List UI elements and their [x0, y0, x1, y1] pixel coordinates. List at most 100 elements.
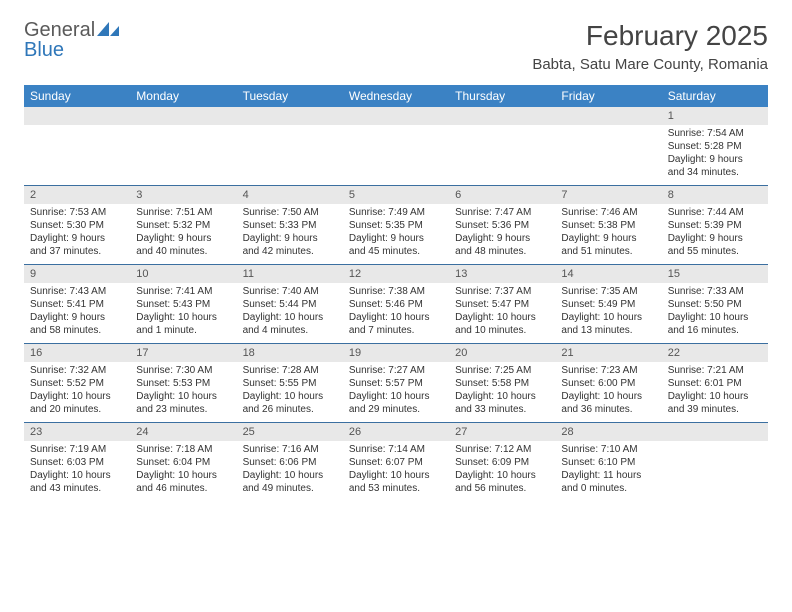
daylight-line: Daylight: 10 hours and 4 minutes. [243, 311, 337, 337]
sunset-line: Sunset: 5:38 PM [561, 219, 655, 232]
day-number-bar: 10 [130, 265, 236, 283]
sunrise-line: Sunrise: 7:44 AM [668, 206, 762, 219]
page-title: February 2025 [532, 20, 768, 52]
sunrise-line: Sunrise: 7:40 AM [243, 285, 337, 298]
daylight-line: Daylight: 9 hours and 40 minutes. [136, 232, 230, 258]
day-number-bar: 2 [24, 186, 130, 204]
sunrise-line: Sunrise: 7:50 AM [243, 206, 337, 219]
daylight-line: Daylight: 9 hours and 51 minutes. [561, 232, 655, 258]
day-cell: 11 Sunrise: 7:40 AMSunset: 5:44 PMDayligh… [237, 265, 343, 343]
day-number-bar: 13 [449, 265, 555, 283]
day-cell: 17Sunrise: 7:30 AMSunset: 5:53 PMDayligh… [130, 344, 236, 422]
daylight-line: Daylight: 9 hours and 37 minutes. [30, 232, 124, 258]
day-cell: 25Sunrise: 7:16 AMSunset: 6:06 PMDayligh… [237, 423, 343, 501]
daylight-line: Daylight: 10 hours and 53 minutes. [349, 469, 443, 495]
day-number-bar: 27 [449, 423, 555, 441]
day-number-bar: 18 [237, 344, 343, 362]
sunset-line: Sunset: 5:28 PM [668, 140, 762, 153]
week-row: 1Sunrise: 7:54 AMSunset: 5:28 PMDaylight… [24, 107, 768, 185]
sunrise-line: Sunrise: 7:51 AM [136, 206, 230, 219]
day-number-bar: 25 [237, 423, 343, 441]
day-body: Sunrise: 7:44 AMSunset: 5:39 PMDaylight:… [662, 204, 768, 262]
daylight-line: Daylight: 10 hours and 10 minutes. [455, 311, 549, 337]
day-body: Sunrise: 7:46 AMSunset: 5:38 PMDaylight:… [555, 204, 661, 262]
day-number-bar: 15 [662, 265, 768, 283]
day-body: Sunrise: 7:27 AMSunset: 5:57 PMDaylight:… [343, 362, 449, 420]
day-number-bar: 6 [449, 186, 555, 204]
day-number-bar [130, 107, 236, 125]
day-body: Sunrise: 7:49 AMSunset: 5:35 PMDaylight:… [343, 204, 449, 262]
week-row: 23Sunrise: 7:19 AMSunset: 6:03 PMDayligh… [24, 422, 768, 501]
sunset-line: Sunset: 5:52 PM [30, 377, 124, 390]
day-number-bar: 26 [343, 423, 449, 441]
day-number-bar: 16 [24, 344, 130, 362]
day-body: Sunrise: 7:10 AMSunset: 6:10 PMDaylight:… [555, 441, 661, 499]
day-body: Sunrise: 7:32 AMSunset: 5:52 PMDaylight:… [24, 362, 130, 420]
day-cell: 12Sunrise: 7:38 AMSunset: 5:46 PMDayligh… [343, 265, 449, 343]
sunset-line: Sunset: 5:47 PM [455, 298, 549, 311]
day-cell: 8Sunrise: 7:44 AMSunset: 5:39 PMDaylight… [662, 186, 768, 264]
sunset-line: Sunset: 6:06 PM [243, 456, 337, 469]
sunrise-line: Sunrise: 7:23 AM [561, 364, 655, 377]
daylight-line: Daylight: 9 hours and 34 minutes. [668, 153, 762, 179]
day-cell: 21 Sunrise: 7:23 AMSunset: 6:00 PMDayligh… [555, 344, 661, 422]
day-cell-empty [343, 107, 449, 185]
day-cell: 26Sunrise: 7:14 AMSunset: 6:07 PMDayligh… [343, 423, 449, 501]
day-cell: 19Sunrise: 7:27 AMSunset: 5:57 PMDayligh… [343, 344, 449, 422]
sunrise-line: Sunrise: 7:10 AM [561, 443, 655, 456]
sunrise-line: Sunrise: 7:37 AM [455, 285, 549, 298]
day-body: Sunrise: 7:14 AMSunset: 6:07 PMDaylight:… [343, 441, 449, 499]
dow-cell: Thursday [449, 85, 555, 107]
sunrise-line: Sunrise: 7:46 AM [561, 206, 655, 219]
sunset-line: Sunset: 6:00 PM [561, 377, 655, 390]
sunrise-line: Sunrise: 7:21 AM [668, 364, 762, 377]
day-number-bar [237, 107, 343, 125]
sunrise-line: Sunrise: 7:38 AM [349, 285, 443, 298]
day-number-bar: 19 [343, 344, 449, 362]
day-cell-empty [449, 107, 555, 185]
sunset-line: Sunset: 5:57 PM [349, 377, 443, 390]
day-cell-empty [662, 423, 768, 501]
day-body: Sunrise: 7:18 AMSunset: 6:04 PMDaylight:… [130, 441, 236, 499]
day-cell: 18Sunrise: 7:28 AMSunset: 5:55 PMDayligh… [237, 344, 343, 422]
daylight-line: Daylight: 10 hours and 23 minutes. [136, 390, 230, 416]
dow-cell: Sunday [24, 85, 130, 107]
day-cell: 1Sunrise: 7:54 AMSunset: 5:28 PMDaylight… [662, 107, 768, 185]
daylight-line: Daylight: 10 hours and 39 minutes. [668, 390, 762, 416]
daylight-line: Daylight: 10 hours and 43 minutes. [30, 469, 124, 495]
sunset-line: Sunset: 6:01 PM [668, 377, 762, 390]
day-number-bar: 21 [555, 344, 661, 362]
daylight-line: Daylight: 10 hours and 46 minutes. [136, 469, 230, 495]
day-cell: 27Sunrise: 7:12 AMSunset: 6:09 PMDayligh… [449, 423, 555, 501]
week-row: 16Sunrise: 7:32 AMSunset: 5:52 PMDayligh… [24, 343, 768, 422]
daylight-line: Daylight: 10 hours and 1 minute. [136, 311, 230, 337]
day-cell: 6Sunrise: 7:47 AMSunset: 5:36 PMDaylight… [449, 186, 555, 264]
day-number-bar: 22 [662, 344, 768, 362]
daylight-line: Daylight: 10 hours and 49 minutes. [243, 469, 337, 495]
daylight-line: Daylight: 9 hours and 58 minutes. [30, 311, 124, 337]
sunset-line: Sunset: 6:04 PM [136, 456, 230, 469]
daylight-line: Daylight: 11 hours and 0 minutes. [561, 469, 655, 495]
day-body: Sunrise: 7:43 AMSunset: 5:41 PMDaylight:… [24, 283, 130, 341]
day-body: Sunrise: 7:28 AMSunset: 5:55 PMDaylight:… [237, 362, 343, 420]
sunset-line: Sunset: 5:44 PM [243, 298, 337, 311]
daylight-line: Daylight: 10 hours and 26 minutes. [243, 390, 337, 416]
day-number-bar: 20 [449, 344, 555, 362]
day-number-bar: 11 [237, 265, 343, 283]
day-number-bar: 23 [24, 423, 130, 441]
sunset-line: Sunset: 5:41 PM [30, 298, 124, 311]
day-body: Sunrise: 7:16 AMSunset: 6:06 PMDaylight:… [237, 441, 343, 499]
daylight-line: Daylight: 9 hours and 45 minutes. [349, 232, 443, 258]
day-number-bar: 1 [662, 107, 768, 125]
daylight-line: Daylight: 10 hours and 36 minutes. [561, 390, 655, 416]
daylight-line: Daylight: 9 hours and 42 minutes. [243, 232, 337, 258]
sunrise-line: Sunrise: 7:47 AM [455, 206, 549, 219]
day-number-bar: 12 [343, 265, 449, 283]
day-number-bar [343, 107, 449, 125]
day-number-bar: 5 [343, 186, 449, 204]
day-cell: 20Sunrise: 7:25 AMSunset: 5:58 PMDayligh… [449, 344, 555, 422]
sunset-line: Sunset: 5:58 PM [455, 377, 549, 390]
dow-cell: Friday [555, 85, 661, 107]
sunrise-line: Sunrise: 7:41 AM [136, 285, 230, 298]
day-cell: 23Sunrise: 7:19 AMSunset: 6:03 PMDayligh… [24, 423, 130, 501]
